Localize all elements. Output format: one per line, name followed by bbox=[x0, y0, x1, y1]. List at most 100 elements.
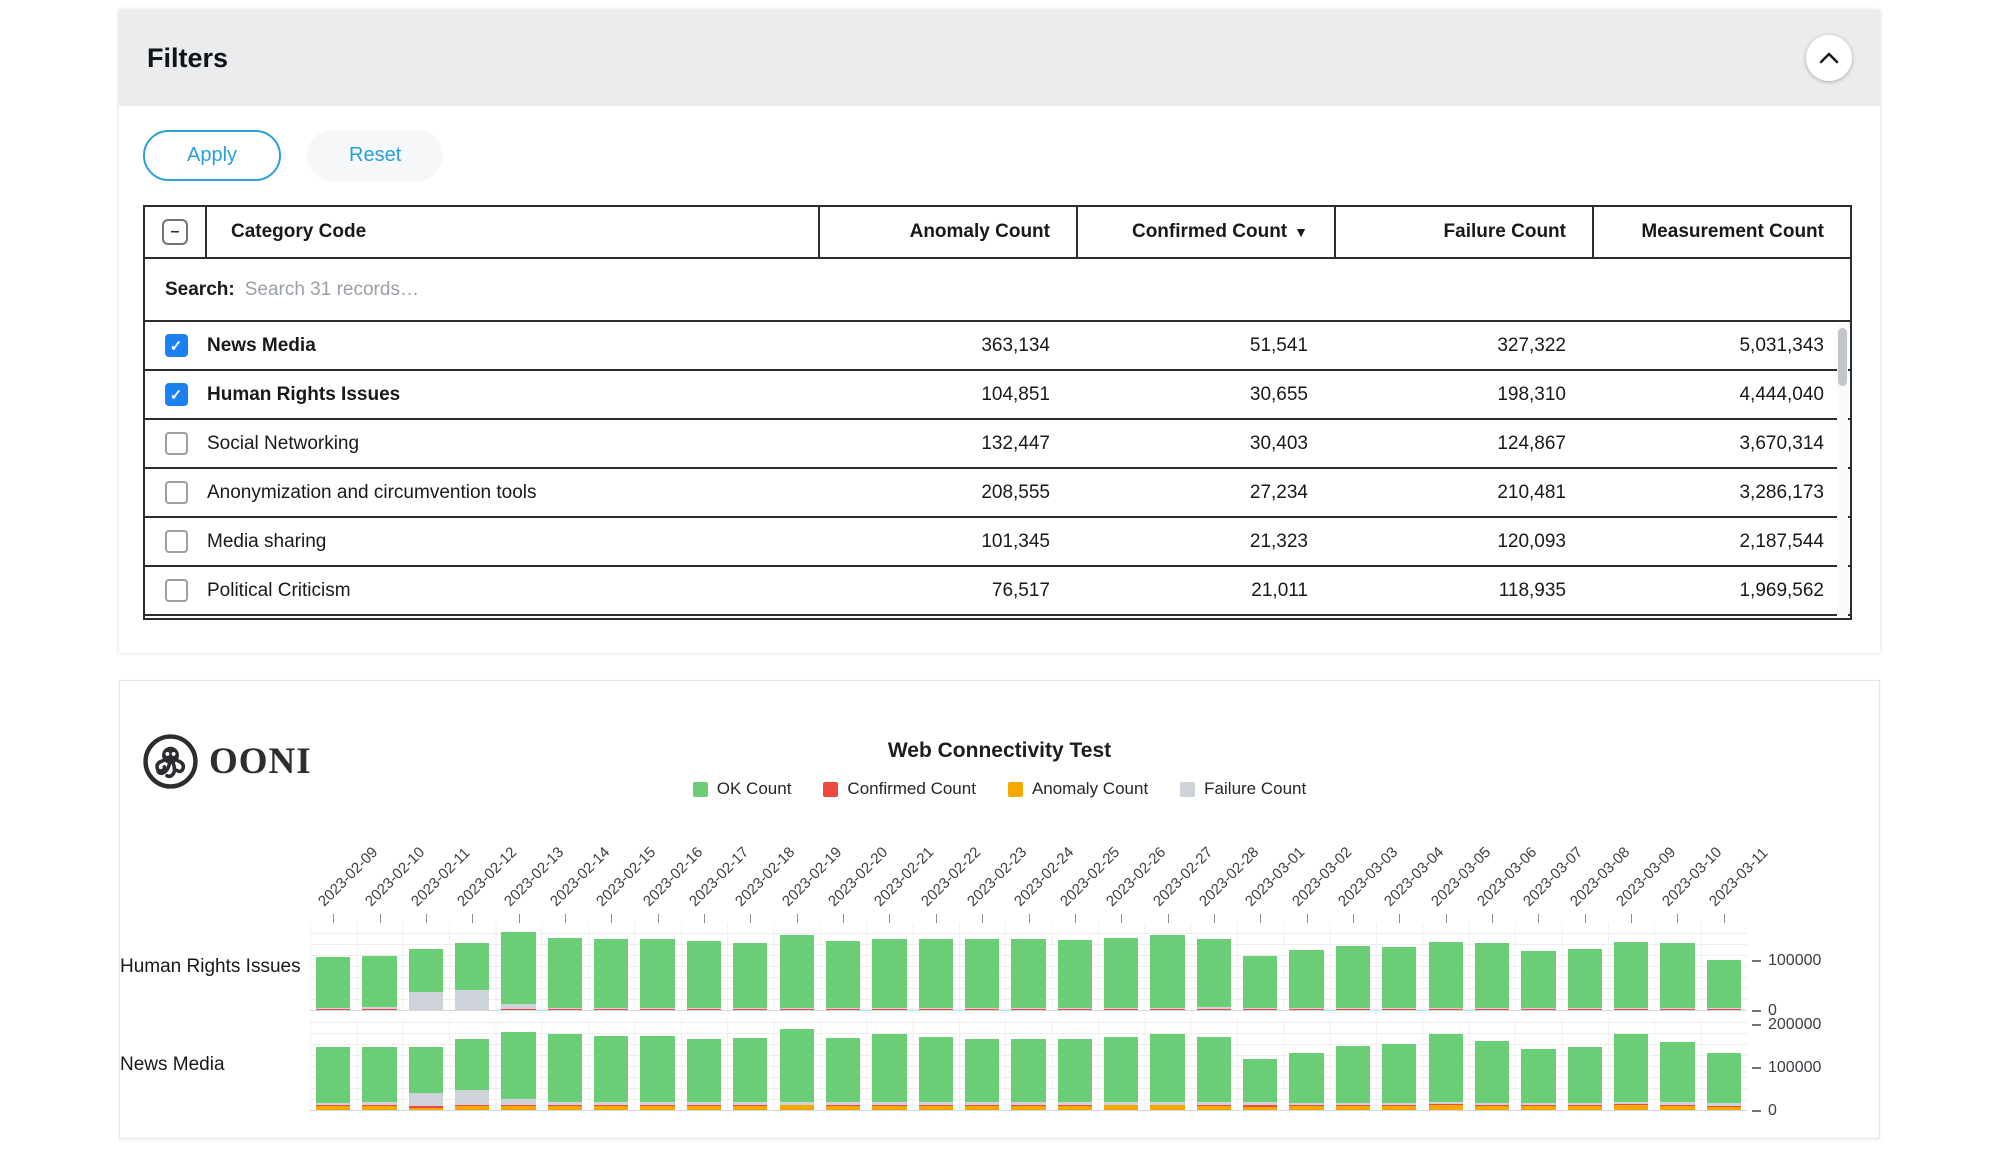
stacked-bar[interactable] bbox=[1289, 1019, 1324, 1111]
stacked-bar[interactable] bbox=[501, 923, 536, 1011]
stacked-bar[interactable] bbox=[918, 1019, 953, 1111]
stacked-bar[interactable] bbox=[779, 1019, 814, 1111]
legend-item[interactable]: Confirmed Count bbox=[823, 779, 976, 799]
stacked-bar[interactable] bbox=[964, 923, 1000, 1011]
row-checkbox[interactable]: ✓ bbox=[164, 334, 188, 357]
collapse-panel-button[interactable] bbox=[1806, 35, 1852, 81]
row-checkbox[interactable]: ✓ bbox=[164, 383, 188, 406]
stacked-bar[interactable] bbox=[640, 923, 675, 1011]
stacked-bar[interactable] bbox=[1150, 1019, 1185, 1111]
stacked-bar[interactable] bbox=[1150, 923, 1185, 1011]
stacked-bar[interactable] bbox=[1706, 1019, 1741, 1111]
ok-segment bbox=[640, 1036, 675, 1103]
stacked-bar[interactable] bbox=[594, 923, 629, 1011]
confirmed-segment bbox=[1428, 1104, 1463, 1106]
row-checkbox[interactable] bbox=[164, 530, 188, 553]
stacked-bar[interactable] bbox=[686, 1019, 722, 1111]
column-header-failure-count[interactable]: Failure Count bbox=[1334, 207, 1592, 257]
stacked-bar[interactable] bbox=[547, 1019, 583, 1111]
stacked-bar[interactable] bbox=[1057, 1019, 1092, 1111]
stacked-bar[interactable] bbox=[1382, 923, 1417, 1011]
stacked-bar[interactable] bbox=[1613, 923, 1649, 1011]
table-scrollbar-thumb[interactable] bbox=[1838, 328, 1847, 386]
stacked-bar[interactable] bbox=[501, 1019, 536, 1111]
stacked-bar[interactable] bbox=[408, 923, 443, 1011]
stacked-bar[interactable] bbox=[594, 1019, 629, 1111]
row-checkbox[interactable] bbox=[164, 579, 188, 602]
stacked-bar[interactable] bbox=[1660, 923, 1695, 1011]
stacked-bar[interactable] bbox=[686, 923, 722, 1011]
stacked-bar[interactable] bbox=[1474, 923, 1510, 1011]
confirmed-segment bbox=[316, 1009, 351, 1010]
stacked-bar[interactable] bbox=[918, 923, 953, 1011]
reset-button[interactable]: Reset bbox=[307, 130, 444, 181]
stacked-bar[interactable] bbox=[1567, 1019, 1602, 1111]
stacked-bar[interactable] bbox=[825, 923, 861, 1011]
legend-item[interactable]: Anomaly Count bbox=[1007, 779, 1148, 799]
stacked-bar[interactable] bbox=[1104, 1019, 1139, 1111]
ok-segment bbox=[918, 939, 953, 1008]
row-checkbox[interactable] bbox=[164, 481, 188, 504]
stacked-bar[interactable] bbox=[1289, 923, 1324, 1011]
legend-item[interactable]: OK Count bbox=[692, 779, 791, 799]
bar-slot bbox=[1608, 923, 1654, 1011]
column-header-category-code[interactable]: Category Code bbox=[231, 221, 367, 242]
stacked-bar[interactable] bbox=[733, 1019, 768, 1111]
apply-button[interactable]: Apply bbox=[143, 130, 282, 181]
failure-count-value: 118,935 bbox=[1498, 579, 1566, 601]
row-checkbox[interactable] bbox=[164, 432, 188, 455]
tick-mark bbox=[1306, 914, 1308, 923]
stacked-bar[interactable] bbox=[1243, 1019, 1278, 1111]
table-row: ✓ Human Rights Issues 104,851 30,655 198,310… bbox=[145, 371, 1850, 420]
stacked-bar[interactable] bbox=[779, 923, 814, 1011]
stacked-bar[interactable] bbox=[316, 923, 351, 1011]
stacked-bar[interactable] bbox=[964, 1019, 1000, 1111]
stacked-bar[interactable] bbox=[455, 1019, 490, 1111]
stacked-bar[interactable] bbox=[316, 1019, 351, 1111]
anomaly-segment bbox=[1057, 1105, 1092, 1111]
column-header-confirmed-count[interactable]: Confirmed Count ▼ bbox=[1076, 207, 1334, 257]
stacked-bar[interactable] bbox=[1104, 923, 1139, 1011]
column-header-measurement-count[interactable]: Measurement Count bbox=[1592, 207, 1850, 257]
column-header-anomaly-count[interactable]: Anomaly Count bbox=[818, 207, 1076, 257]
stacked-bar[interactable] bbox=[1428, 1019, 1463, 1111]
anomaly-segment bbox=[316, 1010, 351, 1011]
stacked-bar[interactable] bbox=[408, 1019, 443, 1111]
stacked-bar[interactable] bbox=[362, 1019, 397, 1111]
search-input[interactable] bbox=[244, 278, 1850, 301]
legend-item[interactable]: Failure Count bbox=[1180, 779, 1306, 799]
stacked-bar[interactable] bbox=[872, 923, 907, 1011]
stacked-bar[interactable] bbox=[1613, 1019, 1649, 1111]
stacked-bar[interactable] bbox=[872, 1019, 907, 1111]
stacked-bar[interactable] bbox=[640, 1019, 675, 1111]
stacked-bar[interactable] bbox=[1011, 1019, 1046, 1111]
confirmed-segment bbox=[1057, 1105, 1092, 1106]
stacked-bar[interactable] bbox=[1521, 923, 1556, 1011]
bar-slot bbox=[588, 923, 634, 1011]
stacked-bar[interactable] bbox=[455, 923, 490, 1011]
chevron-up-icon bbox=[1819, 52, 1839, 64]
bar-slot bbox=[681, 923, 727, 1011]
stacked-bar[interactable] bbox=[1382, 1019, 1417, 1111]
stacked-bar[interactable] bbox=[1011, 923, 1046, 1011]
select-all-checkbox[interactable]: – bbox=[162, 219, 188, 245]
stacked-bar[interactable] bbox=[1057, 923, 1092, 1011]
stacked-bar[interactable] bbox=[1660, 1019, 1695, 1111]
bar-slot bbox=[866, 923, 912, 1011]
stacked-bar[interactable] bbox=[733, 923, 768, 1011]
table-scrollbar-track[interactable] bbox=[1837, 324, 1848, 616]
stacked-bar[interactable] bbox=[1196, 1019, 1232, 1111]
stacked-bar[interactable] bbox=[1521, 1019, 1556, 1111]
stacked-bar[interactable] bbox=[1243, 923, 1278, 1011]
stacked-bar[interactable] bbox=[1335, 923, 1371, 1011]
stacked-bar[interactable] bbox=[1196, 923, 1232, 1011]
stacked-bar[interactable] bbox=[547, 923, 583, 1011]
stacked-bar[interactable] bbox=[362, 923, 397, 1011]
stacked-bar[interactable] bbox=[1474, 1019, 1510, 1111]
stacked-bar[interactable] bbox=[1428, 923, 1463, 1011]
tick-dash bbox=[1752, 959, 1761, 962]
stacked-bar[interactable] bbox=[1706, 923, 1741, 1011]
stacked-bar[interactable] bbox=[1567, 923, 1602, 1011]
stacked-bar[interactable] bbox=[825, 1019, 861, 1111]
stacked-bar[interactable] bbox=[1335, 1019, 1371, 1111]
